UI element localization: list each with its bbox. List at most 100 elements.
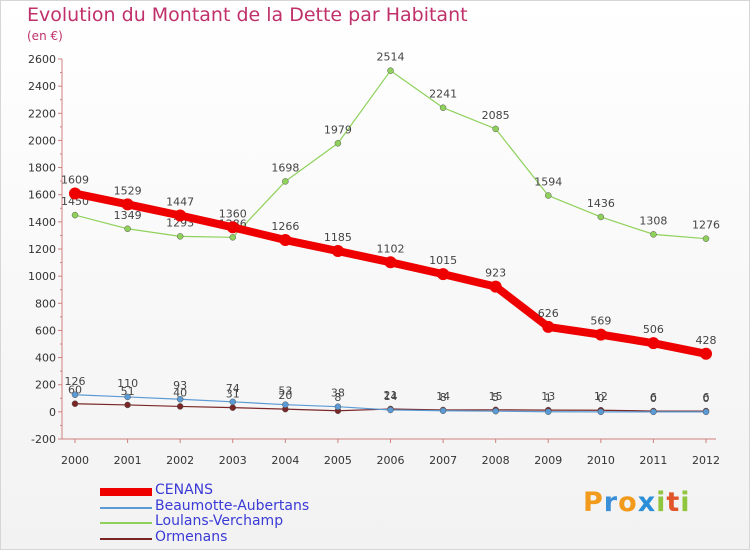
data-point-loulans-verchamp	[387, 67, 394, 74]
data-label-beaumotte-aubertans: 93	[173, 379, 187, 392]
data-label-ormenans: 20	[278, 389, 292, 402]
data-label-cenans: 569	[590, 315, 611, 328]
y-tick-label: 2000	[28, 134, 56, 147]
data-label-loulans-verchamp: 2241	[429, 88, 457, 101]
legend-swatch	[100, 506, 152, 509]
x-tick-label: 2001	[114, 454, 142, 467]
y-tick-label: 1800	[28, 162, 56, 175]
data-point-cenans	[542, 320, 555, 333]
data-label-cenans: 1360	[219, 207, 247, 220]
data-point-cenans	[226, 221, 239, 234]
y-tick-label: 2200	[28, 107, 56, 120]
data-point-beaumotte-aubertans	[439, 407, 447, 415]
y-tick-label: 400	[35, 352, 56, 365]
y-tick-label: 200	[35, 379, 56, 392]
y-tick-label: 2400	[28, 80, 56, 93]
data-label-cenans: 506	[643, 323, 664, 336]
y-tick-label: 1200	[28, 243, 56, 256]
data-label-ormenans: 15	[489, 390, 503, 403]
data-label-beaumotte-aubertans: 14	[384, 390, 398, 403]
x-tick-label: 2005	[324, 454, 352, 467]
data-label-loulans-verchamp: 2514	[377, 51, 405, 64]
data-label-loulans-verchamp: 2085	[482, 109, 510, 122]
x-tick-label: 2010	[587, 454, 615, 467]
data-label-ormenans: 6	[650, 391, 657, 404]
data-point-cenans	[489, 280, 502, 293]
data-label-cenans: 626	[538, 307, 559, 320]
legend-swatch	[100, 488, 152, 496]
data-point-cenans	[647, 337, 660, 350]
x-tick-label: 2007	[429, 454, 457, 467]
x-tick-label: 2006	[377, 454, 405, 467]
data-label-beaumotte-aubertans: 74	[226, 382, 240, 395]
data-label-cenans: 1447	[166, 195, 194, 208]
data-point-loulans-verchamp	[597, 213, 605, 221]
legend-label: Ormenans	[155, 528, 228, 545]
data-point-cenans	[700, 347, 712, 360]
data-point-ormenans	[229, 404, 236, 411]
data-point-cenans	[437, 268, 450, 281]
data-label-beaumotte-aubertans: 5	[492, 391, 499, 404]
data-label-beaumotte-aubertans: 0	[650, 392, 657, 405]
legend-label: Beaumotte-Aubertans	[155, 497, 310, 514]
data-label-cenans: 1185	[324, 231, 352, 244]
legend-label: Loulans-Verchamp	[155, 513, 284, 529]
y-tick-label: 0	[49, 406, 56, 419]
data-label-ormenans: 21	[384, 389, 398, 402]
x-tick-label: 2003	[219, 454, 247, 467]
data-label-cenans: 428	[696, 334, 717, 347]
y-tick-label: 1400	[28, 216, 56, 229]
data-label-ormenans: 6	[703, 391, 710, 404]
data-point-loulans-verchamp	[545, 192, 552, 199]
y-tick-label: 2600	[28, 53, 56, 66]
data-point-cenans	[594, 328, 607, 341]
data-label-beaumotte-aubertans: 53	[278, 385, 292, 398]
data-point-beaumotte-aubertans	[71, 391, 79, 399]
x-tick-label: 2011	[639, 454, 667, 467]
data-point-beaumotte-aubertans	[124, 393, 131, 401]
data-label-loulans-verchamp: 1594	[534, 176, 562, 189]
x-tick-label: 2008	[482, 454, 510, 467]
data-label-ormenans: 60	[68, 384, 82, 397]
x-tick-label: 2002	[166, 454, 194, 467]
data-point-beaumotte-aubertans	[282, 401, 289, 408]
data-point-loulans-verchamp	[650, 231, 657, 238]
data-label-ormenans: 12	[594, 390, 608, 403]
data-point-beaumotte-aubertans	[597, 408, 605, 416]
data-label-beaumotte-aubertans: 38	[331, 387, 345, 400]
data-point-loulans-verchamp	[71, 211, 79, 219]
x-tick-label: 2012	[692, 454, 720, 467]
data-label-loulans-verchamp: 1979	[324, 123, 352, 136]
x-tick-label: 2000	[61, 454, 89, 467]
data-point-cenans	[331, 245, 344, 258]
data-point-beaumotte-aubertans	[492, 407, 499, 415]
y-tick-label: 800	[35, 297, 56, 310]
data-point-loulans-verchamp	[282, 178, 289, 185]
chart-subtitle: (en €)	[27, 29, 63, 43]
data-label-loulans-verchamp: 1436	[587, 197, 615, 210]
data-point-loulans-verchamp	[124, 225, 131, 233]
data-label-cenans: 1102	[377, 242, 405, 255]
data-label-cenans: 1529	[114, 184, 142, 197]
data-label-ormenans: 40	[173, 386, 187, 399]
legend-label: CENANS	[155, 482, 214, 498]
logo-letter: i	[680, 487, 691, 518]
proxiti-logo: Proxiti	[583, 487, 691, 518]
data-label-beaumotte-aubertans: 0	[703, 392, 710, 405]
data-point-ormenans	[124, 401, 131, 409]
logo-letter: x	[637, 487, 657, 518]
logo-letter: i	[656, 487, 667, 518]
y-tick-label: 1600	[28, 189, 56, 202]
data-point-cenans	[279, 234, 292, 247]
data-point-beaumotte-aubertans	[650, 408, 657, 416]
legend-swatch	[100, 522, 152, 524]
data-point-cenans	[384, 256, 397, 269]
data-label-ormenans: 13	[541, 390, 555, 403]
data-point-loulans-verchamp	[439, 104, 447, 111]
data-label-ormenans: 14	[436, 390, 450, 403]
y-tick-label: 1000	[28, 270, 56, 283]
data-label-loulans-verchamp: 1698	[271, 161, 299, 174]
data-point-cenans	[121, 198, 134, 211]
data-label-beaumotte-aubertans: 126	[65, 375, 86, 388]
